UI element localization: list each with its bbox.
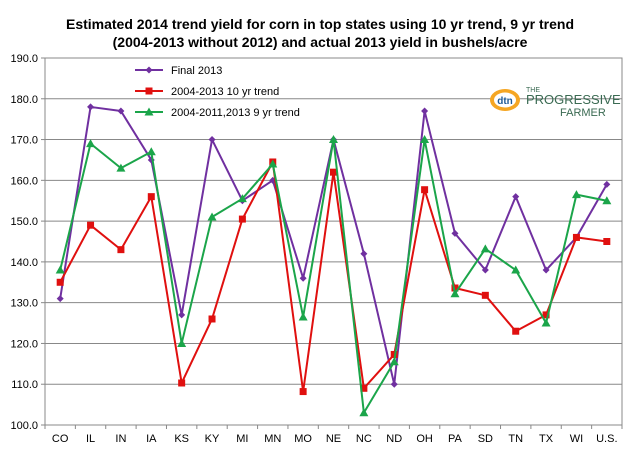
x-tick-label: ND bbox=[386, 433, 402, 445]
data-point-1 bbox=[178, 379, 186, 387]
data-point-1 bbox=[512, 327, 520, 335]
y-tick-label: 180.0 bbox=[10, 94, 38, 106]
x-tick-label: OH bbox=[416, 433, 433, 445]
data-point-2 bbox=[420, 135, 430, 144]
data-point-2 bbox=[146, 147, 156, 156]
data-point-0 bbox=[178, 311, 186, 319]
logo-text-the: THE bbox=[526, 87, 540, 94]
x-tick-label: U.S. bbox=[596, 433, 617, 445]
legend-label-0: Final 2013 bbox=[171, 65, 222, 77]
data-point-2 bbox=[450, 289, 460, 298]
data-point-1 bbox=[117, 246, 125, 254]
data-point-2 bbox=[571, 190, 581, 199]
x-tick-label: NE bbox=[326, 433, 341, 445]
y-tick-label: 190.0 bbox=[10, 53, 38, 65]
data-point-0 bbox=[481, 266, 489, 274]
x-tick-label: CO bbox=[52, 433, 69, 445]
y-tick-label: 120.0 bbox=[10, 338, 38, 350]
x-tick-label: SD bbox=[478, 433, 493, 445]
y-tick-label: 170.0 bbox=[10, 135, 38, 147]
data-point-2 bbox=[55, 265, 65, 274]
data-point-0 bbox=[117, 107, 125, 115]
data-point-0 bbox=[512, 193, 520, 201]
data-point-1 bbox=[451, 284, 459, 292]
x-tick-label: KS bbox=[174, 433, 189, 445]
x-tick-label: MI bbox=[236, 433, 248, 445]
data-point-1 bbox=[572, 233, 580, 241]
x-tick-label: WI bbox=[570, 433, 583, 445]
data-point-0 bbox=[87, 103, 95, 111]
x-tick-label: TX bbox=[539, 433, 554, 445]
data-point-2 bbox=[116, 163, 126, 172]
y-tick-label: 140.0 bbox=[10, 257, 38, 269]
chart-title-line-1: Estimated 2014 trend yield for corn in t… bbox=[65, 16, 575, 32]
data-point-1 bbox=[87, 221, 95, 229]
data-point-1 bbox=[481, 291, 489, 299]
logo-text-farmer: FARMER bbox=[560, 107, 606, 119]
legend-label-1: 2004-2013 10 yr trend bbox=[171, 86, 279, 98]
data-point-2 bbox=[602, 196, 612, 205]
data-point-0 bbox=[421, 107, 429, 115]
data-point-1 bbox=[330, 168, 337, 176]
chart-title-line-2: (2004-2013 without 2012) and actual 2013… bbox=[112, 34, 528, 50]
x-tick-label: MO bbox=[294, 433, 312, 445]
x-tick-label: IN bbox=[115, 433, 126, 445]
data-point-1 bbox=[208, 315, 216, 323]
data-point-1 bbox=[299, 388, 307, 396]
data-point-1 bbox=[603, 238, 611, 245]
data-point-2 bbox=[541, 318, 551, 327]
data-point-2 bbox=[480, 244, 490, 253]
logo-badge-text: dtn bbox=[497, 96, 513, 107]
data-point-1 bbox=[360, 384, 368, 392]
x-tick-label: KY bbox=[205, 433, 220, 445]
y-tick-label: 130.0 bbox=[10, 298, 38, 310]
logo-badge-inner bbox=[494, 92, 516, 108]
legend-label-2: 2004-2011,2013 9 yr trend bbox=[171, 107, 300, 119]
data-point-2 bbox=[268, 159, 278, 168]
x-tick-label: IL bbox=[86, 433, 95, 445]
data-point-1 bbox=[147, 193, 155, 201]
x-tick-label: NC bbox=[356, 433, 372, 445]
legend-marker-1 bbox=[145, 87, 153, 95]
y-tick-label: 110.0 bbox=[11, 379, 38, 391]
series-line-1 bbox=[59, 160, 607, 393]
x-tick-label: IA bbox=[146, 433, 157, 445]
legend-marker-2 bbox=[144, 107, 154, 116]
data-point-2 bbox=[329, 135, 338, 144]
data-point-1 bbox=[56, 278, 64, 286]
data-point-2 bbox=[237, 194, 247, 203]
data-point-2 bbox=[298, 312, 308, 321]
data-point-0 bbox=[360, 250, 368, 258]
data-point-2 bbox=[511, 265, 521, 274]
data-point-0 bbox=[603, 180, 611, 188]
data-point-1 bbox=[421, 186, 429, 194]
data-point-2 bbox=[177, 338, 187, 347]
data-point-2 bbox=[207, 212, 217, 221]
data-point-0 bbox=[299, 274, 307, 282]
plot-border bbox=[44, 57, 623, 426]
y-tick-label: 160.0 bbox=[10, 175, 38, 187]
x-tick-label: TN bbox=[508, 433, 523, 445]
legend-marker-0 bbox=[145, 66, 153, 74]
data-point-0 bbox=[451, 229, 459, 237]
x-tick-label: MN bbox=[264, 433, 281, 445]
data-point-0 bbox=[56, 295, 64, 303]
y-tick-label: 100.0 bbox=[10, 420, 38, 432]
data-point-2 bbox=[86, 139, 96, 148]
logo-text-progressive: PROGRESSIVE bbox=[526, 92, 621, 107]
data-point-2 bbox=[389, 357, 399, 366]
data-point-1 bbox=[542, 311, 550, 319]
data-point-0 bbox=[208, 136, 216, 144]
data-point-0 bbox=[390, 380, 398, 388]
y-tick-label: 150.0 bbox=[10, 216, 38, 228]
data-point-1 bbox=[238, 215, 246, 223]
data-point-0 bbox=[542, 266, 550, 274]
x-tick-label: PA bbox=[448, 433, 463, 445]
data-point-2 bbox=[359, 408, 369, 417]
